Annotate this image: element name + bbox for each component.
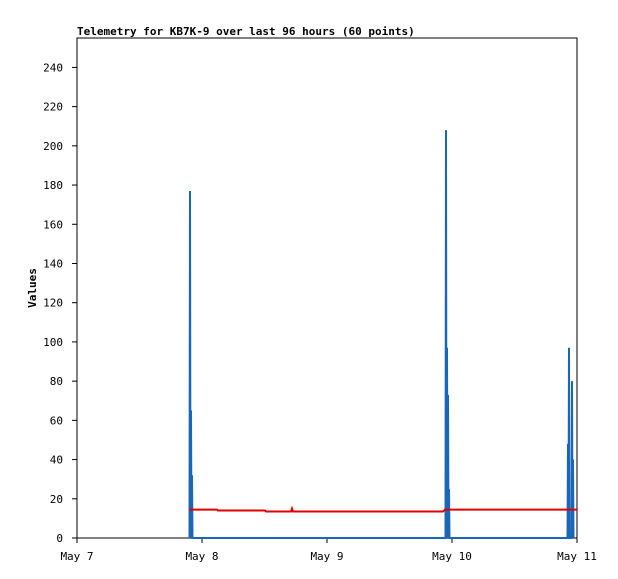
data-line [189,505,577,513]
y-tick-label: 240 [43,61,63,74]
x-tick-label: May 7 [60,550,93,563]
y-tick-label: 0 [56,532,63,545]
x-tick-label: May 10 [432,550,472,563]
y-tick-label: 20 [50,493,63,506]
y-tick-label: 160 [43,218,63,231]
y-tick-label: 140 [43,257,63,270]
x-tick-label: May 8 [185,550,218,563]
y-tick-label: 80 [50,375,63,388]
y-axis-label: Values [26,268,39,308]
y-tick-label: 40 [50,454,63,467]
y-tick-label: 200 [43,140,63,153]
y-tick-label: 60 [50,414,63,427]
y-tick-label: 220 [43,101,63,114]
x-tick-label: May 9 [310,550,343,563]
y-tick-label: 100 [43,336,63,349]
y-tick-label: 180 [43,179,63,192]
y-tick-label: 120 [43,297,63,310]
data-line [188,130,575,539]
x-tick-label: May 11 [557,550,597,563]
chart-title: Telemetry for KB7K-9 over last 96 hours … [77,25,415,38]
